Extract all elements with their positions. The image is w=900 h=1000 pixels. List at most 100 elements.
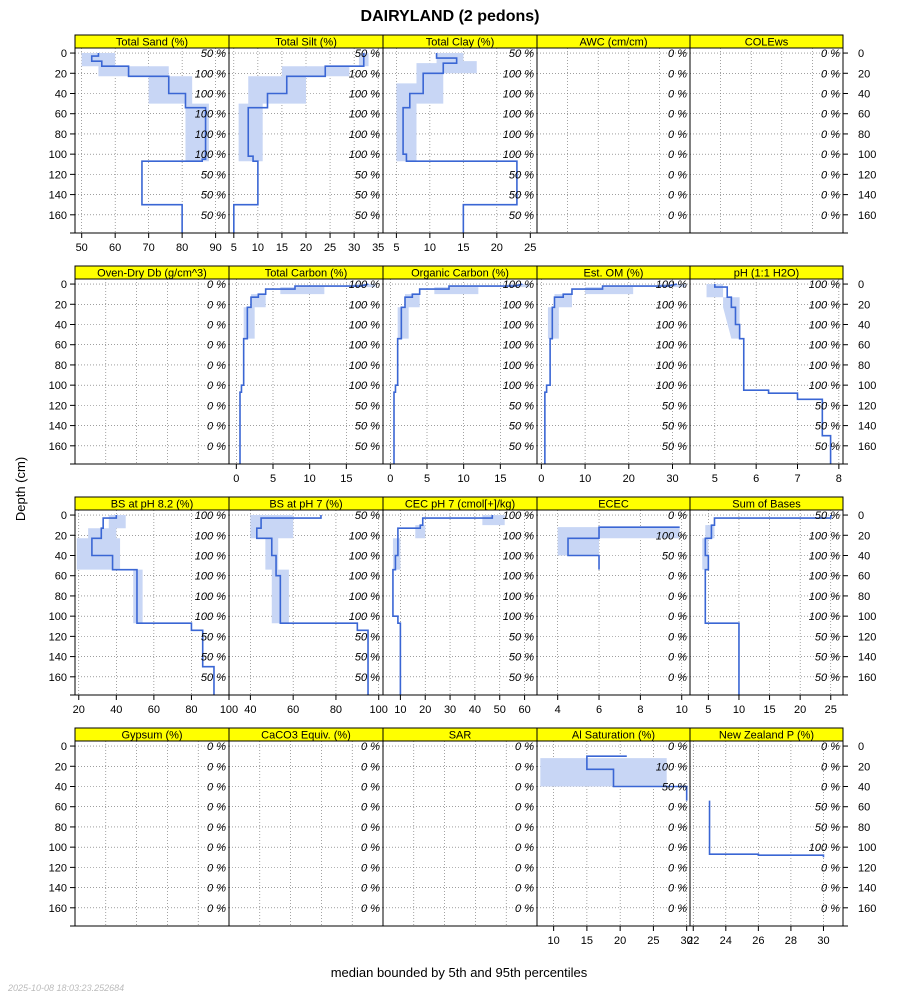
y-tick-label-left: 80 [55, 360, 67, 372]
pct-label: 100 % [503, 530, 534, 542]
pct-label: 50 % [662, 550, 687, 562]
median-line [393, 283, 523, 464]
y-tick-label-right: 160 [858, 210, 876, 222]
pct-label: 0 % [821, 109, 840, 121]
x-tick-label: 10 [304, 473, 316, 485]
panel-10: BS at pH 8.2 (%)100 %100 %100 %100 %100 … [73, 496, 238, 716]
pct-label: 100 % [349, 550, 380, 562]
pct-label: 0 % [207, 903, 226, 915]
median-line [586, 755, 688, 801]
pct-label: 50 % [509, 441, 534, 453]
median-line [392, 515, 494, 695]
x-tick-label: 22 [687, 935, 699, 947]
pct-label: 100 % [349, 88, 380, 100]
pct-label: 0 % [821, 761, 840, 773]
panel-border [689, 509, 844, 696]
x-tick-label: 6 [753, 473, 759, 485]
x-tick-label: 40 [244, 704, 256, 716]
pct-label: 50 % [355, 652, 380, 664]
y-tick-label-left: 60 [55, 340, 67, 352]
y-tick-label-right: 40 [858, 781, 870, 793]
pct-label: 100 % [195, 88, 226, 100]
strip-label: Sum of Bases [732, 499, 801, 511]
pct-label: 0 % [207, 441, 226, 453]
median-line [704, 515, 832, 695]
y-tick-label-right: 20 [858, 530, 870, 542]
y-tick-label-right: 20 [858, 761, 870, 773]
pct-label: 100 % [809, 380, 840, 392]
pct-label: 50 % [355, 190, 380, 202]
y-tick-label-left: 140 [49, 652, 67, 664]
y-tick-label-left: 0 [61, 279, 67, 291]
pct-label: 50 % [509, 48, 534, 60]
y-tick-label-left: 40 [55, 88, 67, 100]
pct-label: 100 % [503, 611, 534, 623]
pct-label: 0 % [668, 149, 687, 161]
pct-label: 100 % [349, 360, 380, 372]
pct-label: 100 % [503, 340, 534, 352]
panel-border [689, 47, 844, 234]
x-tick-label: 15 [763, 704, 775, 716]
y-tick-label-right: 80 [858, 591, 870, 603]
x-tick-label: 20 [623, 473, 635, 485]
strip-label: Est. OM (%) [584, 268, 644, 280]
panel-3: AWC (cm/cm) 0 % 0 % 0 % 0 % 0 % 0 % 0 % 0 % 0 % [536, 34, 691, 234]
y-tick-label-left: 120 [49, 631, 67, 643]
x-tick-label: 25 [825, 704, 837, 716]
strip-label: SAR [449, 730, 472, 742]
pct-label: 0 % [361, 781, 380, 793]
strip-label: BS at pH 7 (%) [269, 499, 342, 511]
y-tick-label-left: 40 [55, 781, 67, 793]
median-line [91, 515, 215, 695]
panel-9: pH (1:1 H2O) 100 % 100 % 100 % 100 % 100 % 100… [689, 265, 844, 485]
y-tick-label-right: 120 [858, 862, 876, 874]
pct-label: 100 % [349, 611, 380, 623]
pct-label: 0 % [668, 48, 687, 60]
pct-label: 0 % [668, 652, 687, 664]
x-tick-label: 8 [637, 704, 643, 716]
x-tick-label: 10 [548, 935, 560, 947]
pct-label: 100 % [349, 109, 380, 121]
strip-label: Organic Carbon (%) [411, 268, 509, 280]
pct-label: 0 % [515, 822, 534, 834]
panel-1: Total Silt (%) 50 % 100 % 100 % 100 % 100 % 10… [228, 34, 384, 254]
x-tick-label: 60 [109, 242, 121, 254]
x-tick-label: 30 [817, 935, 829, 947]
x-tick-label: 5 [712, 473, 718, 485]
pct-label: 100 % [809, 571, 840, 583]
pct-label: 50 % [662, 421, 687, 433]
pct-label: 100 % [656, 530, 687, 542]
y-tick-label-right: 160 [858, 672, 876, 684]
pct-label: 50 % [815, 441, 840, 453]
pct-label: 100 % [195, 510, 226, 522]
pct-label: 100 % [656, 340, 687, 352]
x-tick-label: 60 [518, 704, 530, 716]
pct-label: 50 % [201, 631, 226, 643]
panel-grid: Total Sand (%)50 %100 %100 %100 %100 %10… [49, 34, 876, 947]
pct-label: 100 % [503, 510, 534, 522]
y-tick-label-left: 20 [55, 530, 67, 542]
y-tick-label-left: 100 [49, 842, 67, 854]
pct-label: 50 % [662, 441, 687, 453]
percentile-band [392, 515, 505, 570]
y-tick-label-right: 120 [858, 169, 876, 181]
pct-label: 100 % [503, 109, 534, 121]
pct-label: 0 % [668, 883, 687, 895]
x-tick-label: 100 [370, 704, 388, 716]
percentile-band [396, 53, 477, 162]
y-tick-label-left: 60 [55, 802, 67, 814]
strip-label: Oven-Dry Db (g/cm^3) [97, 268, 207, 280]
x-tick-label: 10 [458, 473, 470, 485]
pct-label: 0 % [668, 842, 687, 854]
x-tick-label: 15 [457, 242, 469, 254]
pct-label: 0 % [207, 842, 226, 854]
x-tick-label: 60 [148, 704, 160, 716]
pct-label: 100 % [349, 279, 380, 291]
x-tick-label: 4 [555, 704, 561, 716]
pct-label: 100 % [809, 530, 840, 542]
y-tick-label-right: 60 [858, 802, 870, 814]
panel-border [689, 740, 844, 927]
x-tick-label: 50 [76, 242, 88, 254]
pct-label: 100 % [503, 550, 534, 562]
pct-label: 0 % [207, 380, 226, 392]
